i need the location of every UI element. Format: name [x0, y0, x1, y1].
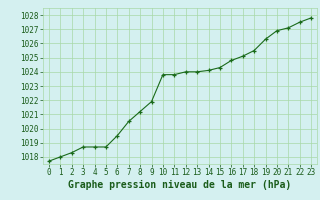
X-axis label: Graphe pression niveau de la mer (hPa): Graphe pression niveau de la mer (hPa) — [68, 180, 292, 190]
